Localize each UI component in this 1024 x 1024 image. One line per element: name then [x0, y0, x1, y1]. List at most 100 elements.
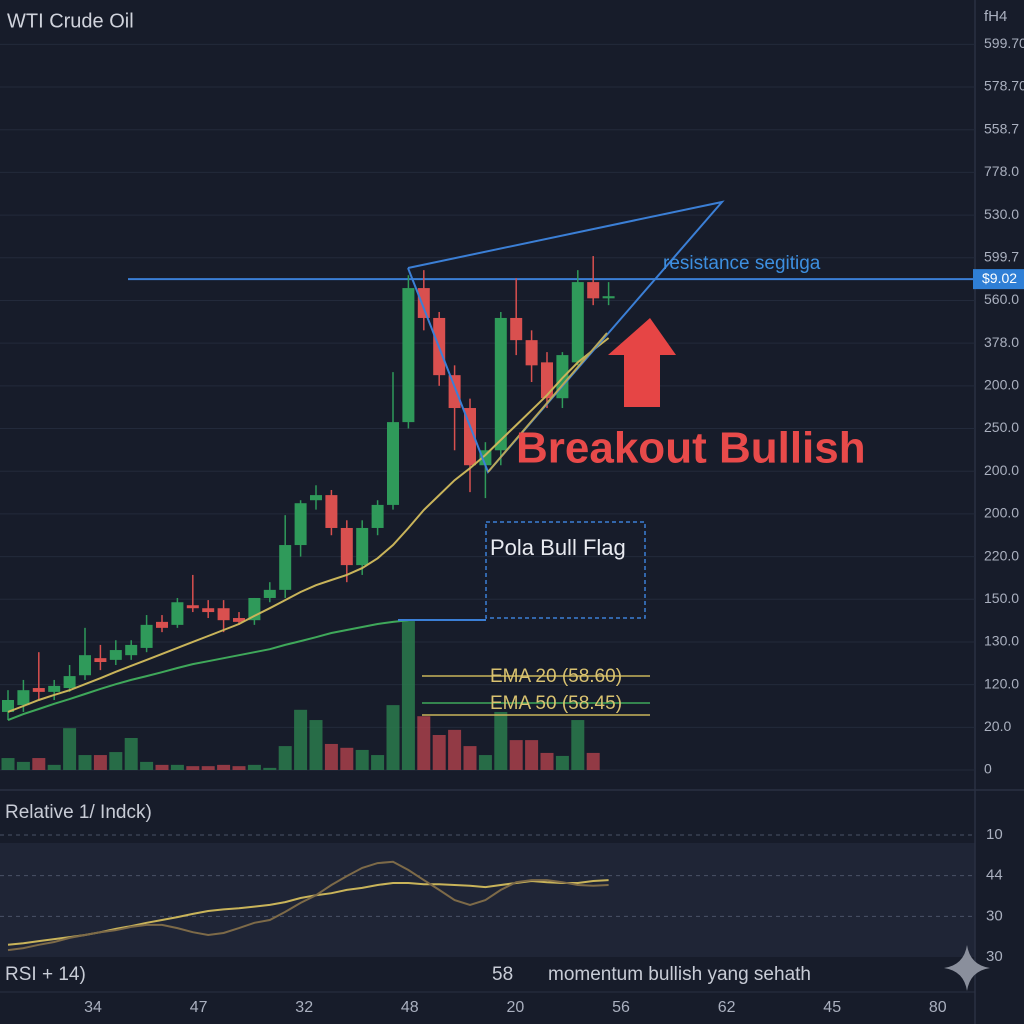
volume-bar — [140, 761, 154, 770]
x-tick-label: 20 — [507, 999, 525, 1016]
candle-body — [263, 589, 276, 598]
candle-body — [63, 676, 76, 689]
pattern-label: Pola Bull Flag — [490, 535, 626, 560]
candle-body — [448, 375, 461, 409]
volume-bar — [478, 755, 492, 770]
triangle-pattern — [407, 200, 725, 474]
candle-body — [494, 317, 507, 451]
volume-bar — [109, 752, 123, 770]
rsi-label: RSI + 14) — [5, 964, 86, 985]
candle-body — [417, 288, 430, 318]
y-tick-label: 250.0 — [984, 419, 1019, 435]
volume-bar — [124, 737, 138, 770]
volume-bar — [555, 755, 569, 770]
y-tick-label: 599.7 — [984, 248, 1019, 264]
volume-bar — [263, 767, 277, 770]
candle-body — [356, 527, 369, 566]
price-tag-label: $9.02 — [982, 270, 1017, 286]
volume-bar — [463, 746, 477, 770]
volume-bar — [324, 743, 338, 770]
x-tick-label: 48 — [401, 999, 419, 1016]
candle-body — [602, 296, 615, 299]
y-tick-label: 378.0 — [984, 334, 1019, 350]
volume-bar — [47, 764, 61, 770]
candle-body — [371, 504, 384, 528]
support-line — [487, 332, 608, 473]
y-tick-label: 578.70 — [984, 78, 1024, 94]
y-tick-label: 0 — [984, 761, 992, 777]
volume-bar — [355, 749, 369, 770]
candle-body — [171, 602, 184, 625]
rsi-tick-label: 44 — [986, 867, 1003, 884]
y-tick-label: 560.0 — [984, 291, 1019, 307]
volume-bar — [294, 709, 308, 770]
volume-bar — [340, 747, 354, 770]
y-tick-label: 120.0 — [984, 675, 1019, 691]
volume-bar — [201, 766, 215, 770]
volume-bar — [525, 740, 539, 770]
breakout-arrow — [608, 318, 676, 407]
y-tick-label: 20.0 — [984, 718, 1011, 734]
volume-bar — [32, 758, 46, 770]
x-tick-label: 56 — [612, 999, 630, 1016]
candle-body — [186, 605, 199, 609]
volume-bar — [448, 729, 462, 770]
volume-bar — [93, 755, 107, 770]
timeframe: fH4 — [984, 8, 1007, 25]
candle-body — [156, 621, 168, 628]
candle-body — [94, 658, 107, 663]
rsi-tick-label: 30 — [986, 948, 1003, 965]
volume-bar — [586, 752, 600, 770]
candle-body — [525, 340, 538, 366]
candle-body — [294, 503, 307, 546]
rsi-tick-label: 30 — [986, 907, 1003, 924]
candle-body — [140, 624, 153, 648]
marks — [0, 43, 1024, 917]
volume-bar — [16, 761, 30, 770]
volume-bar — [540, 752, 554, 770]
volume-bar — [278, 746, 292, 770]
candle-body — [571, 282, 584, 363]
x-tick-label: 62 — [718, 999, 736, 1016]
volume-bar — [186, 766, 200, 770]
volume-bar — [232, 766, 246, 770]
candle-body — [464, 408, 476, 466]
candle-body — [48, 685, 61, 692]
volume-bar — [371, 755, 385, 770]
candle-body — [510, 317, 523, 341]
candle-body — [587, 282, 600, 299]
candle-body — [310, 495, 322, 501]
candle-body — [17, 690, 30, 706]
volume-bar — [170, 764, 184, 770]
legend-label: EMA 20 (58.60) — [490, 666, 622, 687]
y-tick-label: 220.0 — [984, 547, 1019, 563]
sparkle-icon — [944, 945, 990, 991]
y-tick-label: 558.7 — [984, 120, 1019, 136]
x-tick-label: 32 — [295, 999, 313, 1016]
volume-bar — [386, 705, 400, 770]
volume-bar — [571, 720, 585, 770]
volume-bar — [63, 728, 77, 770]
y-tick-label: 130.0 — [984, 633, 1019, 649]
ema-line — [7, 619, 409, 722]
candle-body — [387, 422, 399, 505]
x-tick-label: 80 — [929, 999, 947, 1016]
volume-bar — [432, 734, 446, 770]
volume-bar — [417, 716, 431, 770]
candle-body — [217, 608, 230, 621]
rsi-line — [7, 860, 609, 952]
x-tick-label: 45 — [823, 999, 841, 1016]
footer-value: 58 — [492, 964, 513, 985]
candle-body — [79, 655, 91, 676]
footer-note: momentum bullish yang sehath — [548, 964, 811, 985]
x-tick-label: 34 — [84, 999, 102, 1016]
rsi-title: Relative 1/ Indck) — [5, 802, 152, 823]
volume-bar — [309, 720, 323, 770]
y-tick-label: 200.0 — [984, 377, 1019, 393]
ema-line — [7, 337, 610, 713]
price-tag — [973, 269, 1024, 290]
candle-body — [202, 608, 215, 613]
volume-bar — [155, 764, 169, 770]
